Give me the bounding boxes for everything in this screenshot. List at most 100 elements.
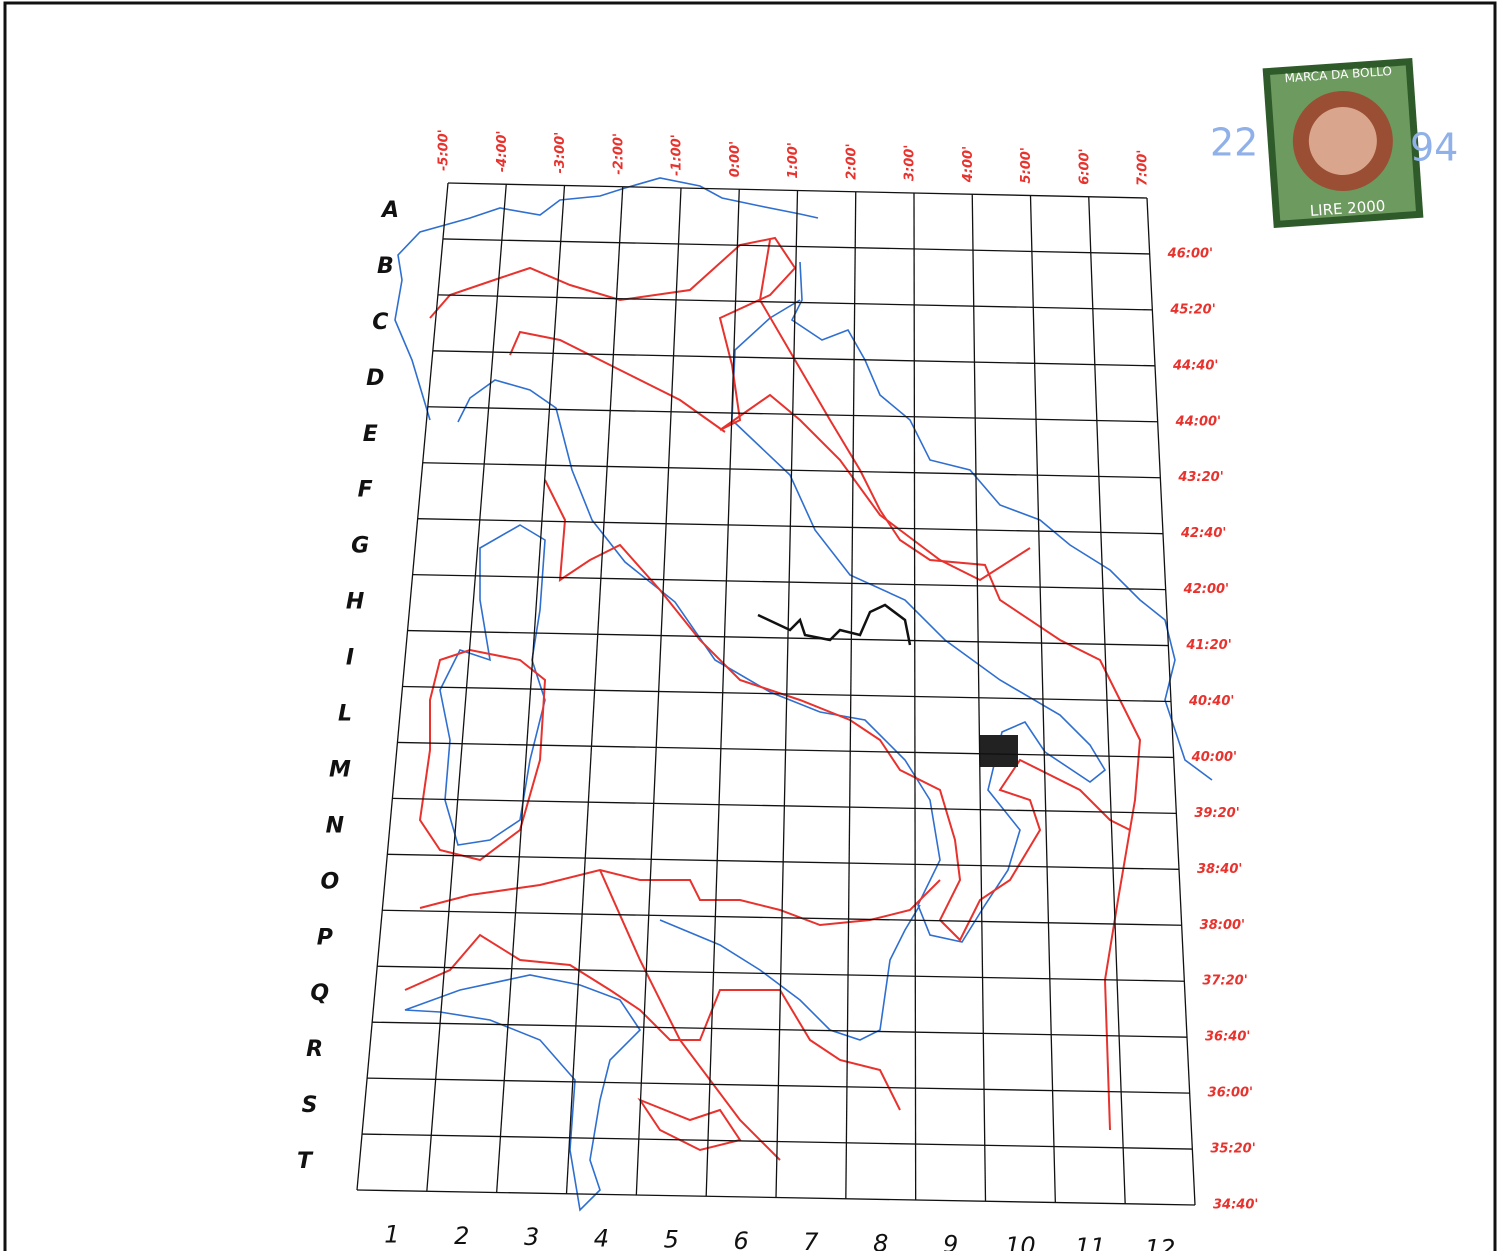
grid-line-horizontal	[397, 741, 1174, 759]
row-label: M	[329, 757, 351, 782]
latitude-label: 37:20'	[1202, 974, 1247, 989]
grid-line-horizontal	[372, 1021, 1188, 1038]
latitude-label: 44:00'	[1175, 414, 1221, 429]
latitude-label: 46:00'	[1167, 246, 1213, 261]
row-label: L	[338, 701, 352, 726]
coastline	[790, 261, 1213, 781]
longitude-label: -1:00'	[670, 134, 685, 176]
grid-line-horizontal	[362, 1133, 1193, 1150]
boundary	[404, 933, 901, 1111]
grid-line-horizontal	[377, 965, 1185, 982]
column-label: 4	[594, 1224, 609, 1251]
longitude-label: 0:00'	[728, 141, 743, 177]
longitude-label: -3:00'	[553, 132, 568, 174]
row-label: F	[358, 478, 373, 503]
grid-line-horizontal	[412, 573, 1166, 591]
grid	[356, 182, 1196, 1206]
latitude-label: 39:20'	[1194, 806, 1239, 821]
row-label: R	[306, 1037, 323, 1062]
boundary	[637, 1097, 742, 1152]
row-label: Q	[310, 981, 329, 1006]
grid-line-horizontal	[407, 629, 1169, 647]
longitude-label: 6:00'	[1077, 148, 1092, 184]
row-label: S	[302, 1093, 318, 1118]
marked-cell	[980, 735, 1018, 767]
grid-line-horizontal	[356, 1189, 1196, 1206]
latitude-label: 40:40'	[1188, 694, 1234, 709]
longitude-label: -4:00'	[495, 131, 510, 173]
row-label: H	[346, 590, 364, 615]
grid-line-horizontal	[367, 1077, 1190, 1094]
column-label: 11	[1075, 1233, 1106, 1251]
grid-line-horizontal	[432, 350, 1156, 367]
row-label: N	[326, 813, 344, 838]
scan-border	[3, 1, 1497, 1255]
island	[404, 974, 642, 1212]
stamp-bottom-text: LIRE 2000	[1309, 197, 1386, 220]
longitude-label: -2:00'	[611, 133, 626, 175]
black-trace	[757, 603, 912, 646]
row-label: G	[351, 534, 369, 559]
longitude-label: 2:00'	[844, 143, 859, 179]
row-label: E	[363, 422, 378, 447]
latitude-label: 36:00'	[1208, 1086, 1253, 1101]
latitude-label: 38:40'	[1197, 862, 1242, 877]
column-label: 7	[803, 1228, 819, 1251]
grid-line-horizontal	[387, 853, 1180, 870]
latitude-label: 38:00'	[1200, 918, 1245, 933]
island	[439, 524, 546, 846]
boundary	[544, 479, 1131, 942]
coastline	[659, 904, 921, 1041]
column-label: 3	[524, 1223, 539, 1251]
longitude-label: -5:00'	[437, 129, 452, 171]
row-label: A	[380, 198, 399, 223]
column-label: 5	[664, 1226, 679, 1251]
column-label: 6	[733, 1227, 748, 1251]
latitude-label: 34:40'	[1213, 1198, 1258, 1213]
boundary	[599, 869, 781, 1161]
column-label: 12	[1145, 1234, 1176, 1251]
boundary	[418, 648, 547, 862]
grid-line-horizontal	[422, 462, 1161, 479]
latitude-label: 42:00'	[1183, 582, 1229, 597]
boundary	[758, 239, 1142, 1131]
grid-line-horizontal	[417, 518, 1164, 535]
longitude-label: 5:00'	[1019, 147, 1034, 183]
row-label: I	[346, 646, 354, 671]
boundary	[509, 330, 726, 433]
latitude-label: 41:20'	[1185, 638, 1231, 653]
coastline	[457, 299, 1107, 943]
grid-line-horizontal	[402, 685, 1172, 703]
latitude-label: 35:20'	[1210, 1142, 1255, 1157]
boundary	[419, 868, 941, 927]
latitude-label: 45:20'	[1169, 302, 1215, 317]
row-label: O	[320, 869, 339, 894]
column-label: 1	[384, 1221, 399, 1249]
row-label: B	[377, 254, 394, 279]
coastline	[394, 177, 819, 421]
grid-line-horizontal	[447, 182, 1148, 199]
latitude-label: 40:00'	[1191, 750, 1237, 765]
longitude-label: 4:00'	[961, 146, 976, 183]
date-stamp-day: 22	[1210, 121, 1258, 165]
longitude-label: 3:00'	[903, 145, 918, 181]
grid-line-horizontal	[392, 797, 1177, 815]
latitude-label: 43:20'	[1177, 470, 1223, 485]
longitude-label: 7:00'	[1136, 150, 1151, 186]
grid-line-horizontal	[427, 406, 1158, 423]
revenue-stamp: MARCA DA BOLLO LIRE 2000	[1262, 57, 1424, 229]
date-stamp-year: 94	[1410, 126, 1458, 170]
column-label: 10	[1005, 1232, 1036, 1251]
longitude-label: 1:00'	[786, 142, 801, 178]
column-label: 8	[873, 1229, 888, 1251]
stamp-face	[1308, 107, 1377, 176]
column-label: 2	[454, 1222, 469, 1250]
latitude-label: 36:40'	[1205, 1030, 1250, 1045]
row-label: T	[297, 1149, 314, 1174]
row-label: C	[372, 310, 388, 335]
column-label: 9	[943, 1231, 958, 1251]
labels: -5:00' -4:00' -3:00' -2:00' -1:00' 0:00' 1:00'…	[297, 129, 1258, 1255]
row-label: D	[366, 366, 384, 391]
